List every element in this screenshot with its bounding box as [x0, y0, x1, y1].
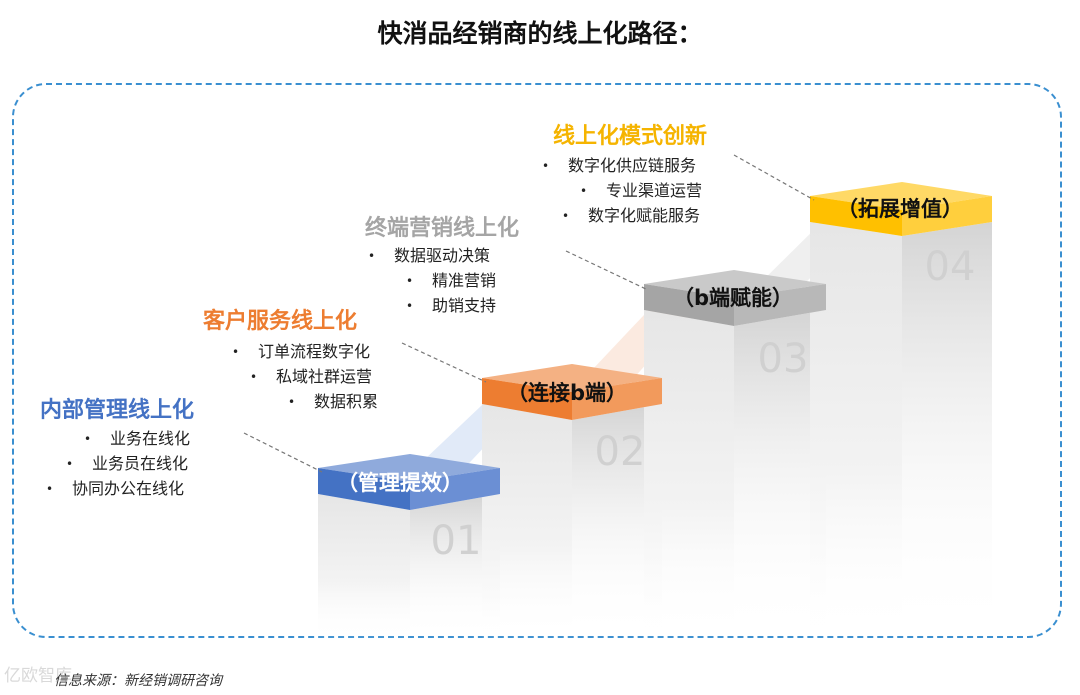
bullet-icon: •	[288, 395, 296, 409]
step-number-3: 03	[758, 336, 809, 382]
connector-line-2	[401, 342, 487, 383]
step-number-2: 02	[595, 429, 646, 475]
list-item: • 专业渠道运营	[580, 181, 703, 200]
category-heading-4: 线上化模式创新	[553, 124, 708, 149]
page-title: 快消品经销商的线上化路径：	[377, 19, 703, 48]
bullet-icon: •	[562, 209, 570, 223]
bullet-icon: •	[406, 274, 414, 288]
list-item: • 私域社群运营	[250, 367, 373, 386]
step-label-4: （拓展增值）	[837, 197, 963, 221]
bullet-icon: •	[368, 249, 376, 263]
bullet-icon: •	[84, 432, 92, 446]
pillar-3	[644, 310, 826, 640]
bullet-icon: •	[580, 184, 588, 198]
bullet-icon: •	[66, 457, 74, 471]
list-item: • 业务员在线化	[66, 454, 189, 473]
category-heading-3: 终端营销线上化	[365, 216, 520, 241]
bullet-icon: •	[46, 482, 54, 496]
bullet-icon: •	[232, 345, 240, 359]
step-block-1	[318, 454, 500, 510]
step-block-2	[482, 364, 662, 420]
step-number-1: 01	[431, 518, 482, 564]
category-heading-1: 内部管理线上化	[40, 398, 195, 423]
step-label-3: （b端赋能）	[673, 286, 793, 310]
connector-line-1	[243, 432, 323, 473]
step-block-3	[644, 270, 826, 326]
category-heading-2: 客户服务线上化	[203, 309, 358, 334]
connector-line-3	[565, 250, 649, 291]
source-note: 信息来源：新经销调研咨询	[54, 673, 222, 689]
list-item: • 业务在线化	[84, 429, 191, 448]
connector-line-4	[733, 154, 815, 201]
bullet-icon: •	[250, 370, 258, 384]
watermark: 亿欧智库	[4, 666, 72, 686]
step-label-2: （连接b端）	[507, 381, 627, 405]
bullet-icon: •	[406, 299, 414, 313]
list-item: • 订单流程数字化	[232, 342, 371, 361]
step-block-4	[810, 182, 992, 236]
step-label-1: （管理提效）	[337, 471, 463, 495]
pillar-4	[810, 222, 992, 640]
list-item: • 数据驱动决策	[368, 246, 491, 265]
list-item: • 精准营销	[406, 271, 497, 290]
list-item: • 协同办公在线化	[46, 479, 185, 498]
list-item: • 数字化赋能服务	[562, 206, 701, 225]
bullet-icon: •	[542, 159, 550, 173]
step-number-4: 04	[925, 244, 976, 290]
list-item: • 数据积累	[288, 392, 379, 411]
pillar-2	[482, 404, 662, 640]
list-item: • 数字化供应链服务	[542, 156, 697, 175]
pillar-1	[318, 494, 500, 640]
list-item: • 助销支持	[406, 296, 497, 315]
